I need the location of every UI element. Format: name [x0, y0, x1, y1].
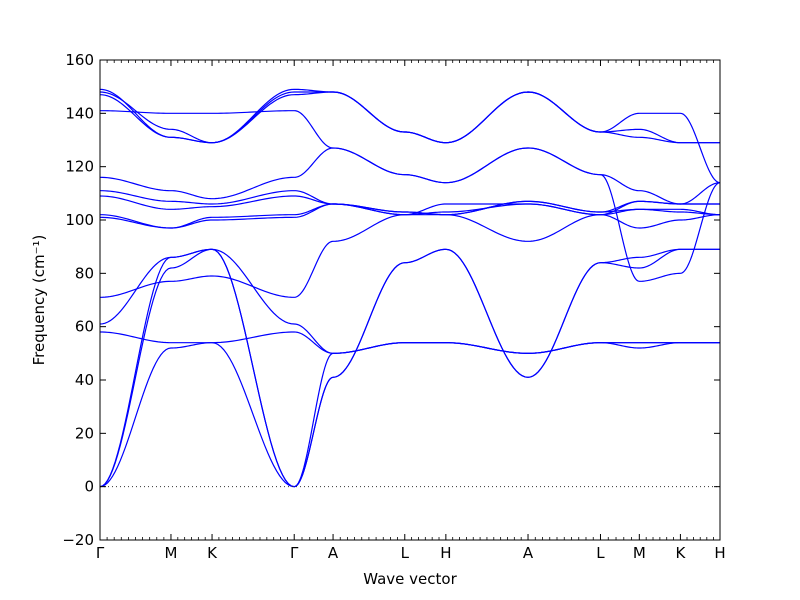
band-line-2 — [99, 248, 720, 488]
band-line-6 — [99, 214, 721, 298]
y-tick-label-6: 100 — [65, 211, 94, 229]
x-tick-label-11: H — [714, 544, 725, 562]
y-tick-label-5: 80 — [75, 264, 94, 282]
band-line-3 — [99, 248, 720, 488]
y-tick-label-0: −20 — [62, 531, 94, 549]
x-tick-label-2: K — [207, 544, 218, 562]
x-axis-label: Wave vector — [363, 570, 457, 588]
band-line-1 — [99, 342, 720, 488]
x-tick-label-8: L — [596, 544, 605, 562]
x-tick-label-10: K — [675, 544, 686, 562]
y-tick-label-9: 160 — [65, 51, 94, 69]
y-tick-label-1: 0 — [84, 478, 94, 496]
plot-frame — [99, 59, 721, 541]
x-tick-label-5: L — [401, 544, 410, 562]
y-tick-label-2: 20 — [75, 424, 94, 442]
x-axis-minor-ticks — [106, 60, 714, 540]
band-line-15 — [99, 88, 721, 184]
y-tick-label-7: 120 — [65, 158, 94, 176]
y-axis-label: Frequency (cm⁻¹) — [30, 235, 48, 366]
x-tick-label-4: A — [328, 544, 339, 562]
x-tick-label-6: H — [440, 544, 451, 562]
x-tick-label-9: M — [633, 544, 646, 562]
band-line-10 — [99, 190, 721, 216]
x-tick-label-7: A — [523, 544, 534, 562]
y-axis-ticks: −20 0 20 40 60 80 100 120 140 160 — [62, 51, 720, 549]
x-tick-label-0: Γ — [96, 544, 105, 562]
y-tick-label-4: 60 — [75, 318, 94, 336]
x-tick-label-3: Γ — [290, 544, 299, 562]
band-line-12 — [99, 110, 721, 282]
y-tick-label-3: 40 — [75, 371, 94, 389]
band-line-11 — [99, 147, 721, 205]
band-line-5 — [99, 248, 720, 354]
band-lines — [99, 88, 721, 488]
y-tick-label-8: 140 — [65, 104, 94, 122]
x-tick-label-1: M — [164, 544, 177, 562]
